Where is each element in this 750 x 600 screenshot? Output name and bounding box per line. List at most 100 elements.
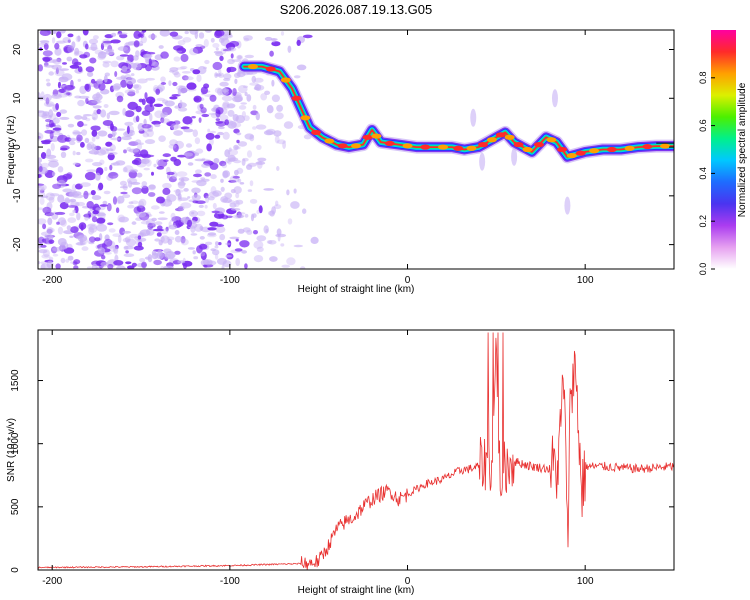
noise-blob [38, 136, 41, 139]
noise-blob [57, 81, 62, 89]
noise-blob [258, 205, 263, 214]
noise-blob [280, 31, 285, 36]
noise-blob [310, 236, 319, 244]
noise-blob [269, 256, 278, 262]
ridge-hotspot [311, 129, 322, 136]
noise-blob [43, 101, 55, 108]
noise-blob [195, 148, 204, 154]
noise-blob [166, 174, 171, 179]
noise-blob [244, 91, 248, 97]
noise-blob [271, 38, 276, 43]
noise-blob [48, 196, 55, 203]
noise-blob [192, 250, 196, 255]
noise-blob [77, 99, 85, 107]
noise-blob [40, 244, 47, 248]
noise-blob [256, 144, 262, 150]
noise-blob [41, 141, 51, 145]
noise-blob [135, 89, 139, 94]
noise-blob [102, 200, 108, 205]
noise-blob [174, 105, 180, 109]
noise-blob [38, 183, 45, 187]
noise-blob [230, 122, 242, 128]
noise-blob [150, 205, 160, 210]
noise-blob [235, 192, 240, 199]
noise-blob [173, 56, 181, 62]
noise-blob [270, 38, 278, 41]
noise-blob [170, 212, 176, 220]
noise-blob [158, 135, 166, 142]
noise-blob [269, 210, 275, 217]
noise-blob [91, 99, 102, 104]
ridge-hotspot [362, 134, 373, 140]
noise-blob [56, 31, 62, 39]
noise-blob [131, 221, 137, 225]
noise-blob [52, 117, 60, 124]
noise-blob [116, 195, 125, 204]
noise-blob [181, 71, 191, 74]
noise-blob [136, 78, 148, 84]
noise-blob [165, 251, 176, 260]
ridge-hotspot [291, 95, 302, 101]
noise-blob [133, 40, 140, 48]
noise-blob [182, 116, 193, 125]
noise-blob [91, 136, 96, 142]
noise-blob [127, 54, 135, 63]
noise-streak [564, 196, 571, 215]
noise-blob [59, 68, 69, 71]
noise-blob [117, 32, 128, 35]
noise-blob [90, 78, 96, 84]
noise-blob [73, 50, 84, 56]
noise-blob [205, 241, 213, 246]
noise-blob [52, 247, 63, 252]
noise-blob [243, 115, 250, 121]
noise-blob [76, 212, 81, 221]
noise-blob [56, 57, 62, 63]
ridge-hotspot [247, 63, 258, 70]
noise-blob [97, 130, 108, 137]
noise-blob [67, 217, 77, 224]
noise-blob [290, 201, 300, 209]
noise-blob [212, 202, 217, 210]
noise-blob [123, 245, 135, 250]
noise-blob [233, 128, 240, 134]
figure-title: S206.2026.087.19.13.G05 [280, 2, 433, 17]
noise-blob [38, 110, 45, 113]
noise-blob [249, 198, 258, 204]
noise-blob [145, 77, 156, 81]
noise-blob [187, 162, 194, 166]
noise-blob [209, 162, 219, 170]
noise-blob [226, 66, 237, 73]
noise-blob [112, 245, 119, 254]
noise-blob [60, 257, 66, 264]
noise-blob [244, 133, 254, 140]
ridge-hotspot [300, 115, 311, 121]
noise-blob [276, 139, 286, 145]
noise-blob [38, 166, 43, 172]
noise-blob [95, 207, 101, 212]
noise-blob [210, 174, 217, 180]
noise-blob [134, 236, 139, 241]
noise-blob [83, 213, 91, 218]
noise-blob [269, 50, 274, 57]
noise-blob [241, 158, 246, 166]
noise-blob [38, 249, 48, 254]
noise-blob [138, 198, 147, 207]
noise-blob [218, 242, 222, 246]
noise-blob [147, 129, 153, 133]
noise-blob [95, 135, 100, 140]
noise-blob [136, 172, 143, 178]
noise-blob [267, 240, 277, 245]
noise-blob [109, 164, 113, 171]
noise-blob [182, 262, 188, 269]
noise-blob [162, 112, 168, 117]
noise-blob [177, 195, 183, 202]
noise-blob [153, 259, 162, 266]
noise-blob [59, 116, 70, 120]
noise-blob [184, 30, 189, 35]
noise-blob [96, 217, 106, 224]
noise-blob [87, 46, 99, 51]
noise-blob [212, 43, 220, 48]
noise-blob [234, 169, 239, 176]
noise-blob [238, 105, 247, 110]
noise-blob [52, 58, 62, 65]
